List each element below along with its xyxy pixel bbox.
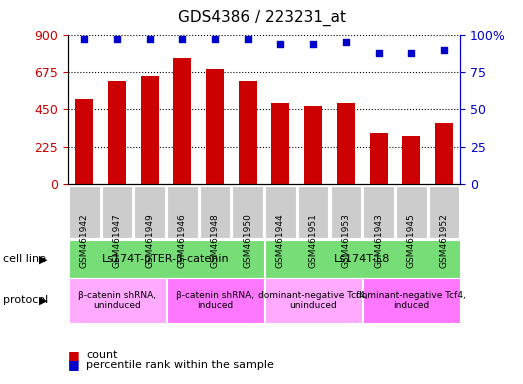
Text: GSM461945: GSM461945 — [407, 213, 416, 268]
Text: β-catenin shRNA,
induced: β-catenin shRNA, induced — [176, 291, 254, 310]
Point — [440, 46, 448, 53]
Point — [309, 40, 317, 46]
Point — [211, 36, 219, 42]
Point — [276, 40, 285, 46]
Bar — [337, 103, 355, 184]
Text: GSM461948: GSM461948 — [211, 213, 220, 268]
Text: GSM461949: GSM461949 — [145, 213, 154, 268]
Text: GSM461946: GSM461946 — [178, 213, 187, 268]
Point — [407, 50, 415, 56]
Bar — [271, 103, 289, 184]
Text: protocol: protocol — [3, 295, 48, 306]
Bar — [435, 123, 453, 184]
Text: ▶: ▶ — [39, 254, 48, 264]
Bar — [141, 76, 158, 184]
Bar — [75, 99, 93, 184]
Text: GSM461942: GSM461942 — [80, 213, 89, 268]
Bar — [370, 133, 388, 184]
Point — [80, 36, 88, 42]
Point — [374, 50, 383, 56]
Point — [178, 36, 187, 42]
Text: GSM461952: GSM461952 — [439, 213, 448, 268]
Point — [342, 39, 350, 45]
Bar — [304, 106, 322, 184]
Point — [244, 36, 252, 42]
Bar — [108, 81, 126, 184]
Bar — [206, 69, 224, 184]
Bar — [402, 136, 420, 184]
Text: dominant-negative Tcf4,
induced: dominant-negative Tcf4, induced — [356, 291, 466, 310]
Bar — [239, 81, 257, 184]
Text: ■: ■ — [68, 349, 79, 362]
Text: ■: ■ — [68, 358, 79, 371]
Text: cell line: cell line — [3, 254, 46, 264]
Text: GSM461944: GSM461944 — [276, 213, 285, 268]
Point — [145, 36, 154, 42]
Text: GSM461943: GSM461943 — [374, 213, 383, 268]
Text: GSM461951: GSM461951 — [309, 213, 317, 268]
Text: Ls174T-L8: Ls174T-L8 — [334, 254, 390, 264]
Text: ▶: ▶ — [39, 295, 48, 306]
Bar — [174, 58, 191, 184]
Text: GSM461953: GSM461953 — [342, 213, 350, 268]
Text: GSM461950: GSM461950 — [243, 213, 252, 268]
Text: percentile rank within the sample: percentile rank within the sample — [86, 360, 274, 370]
Text: Ls174T-pTER-β-catenin: Ls174T-pTER-β-catenin — [102, 254, 230, 264]
Point — [113, 36, 121, 42]
Text: GSM461947: GSM461947 — [112, 213, 121, 268]
Text: β-catenin shRNA,
uninduced: β-catenin shRNA, uninduced — [78, 291, 156, 310]
Text: GDS4386 / 223231_at: GDS4386 / 223231_at — [177, 10, 346, 26]
Text: count: count — [86, 350, 118, 360]
Text: dominant-negative Tcf4,
uninduced: dominant-negative Tcf4, uninduced — [258, 291, 368, 310]
